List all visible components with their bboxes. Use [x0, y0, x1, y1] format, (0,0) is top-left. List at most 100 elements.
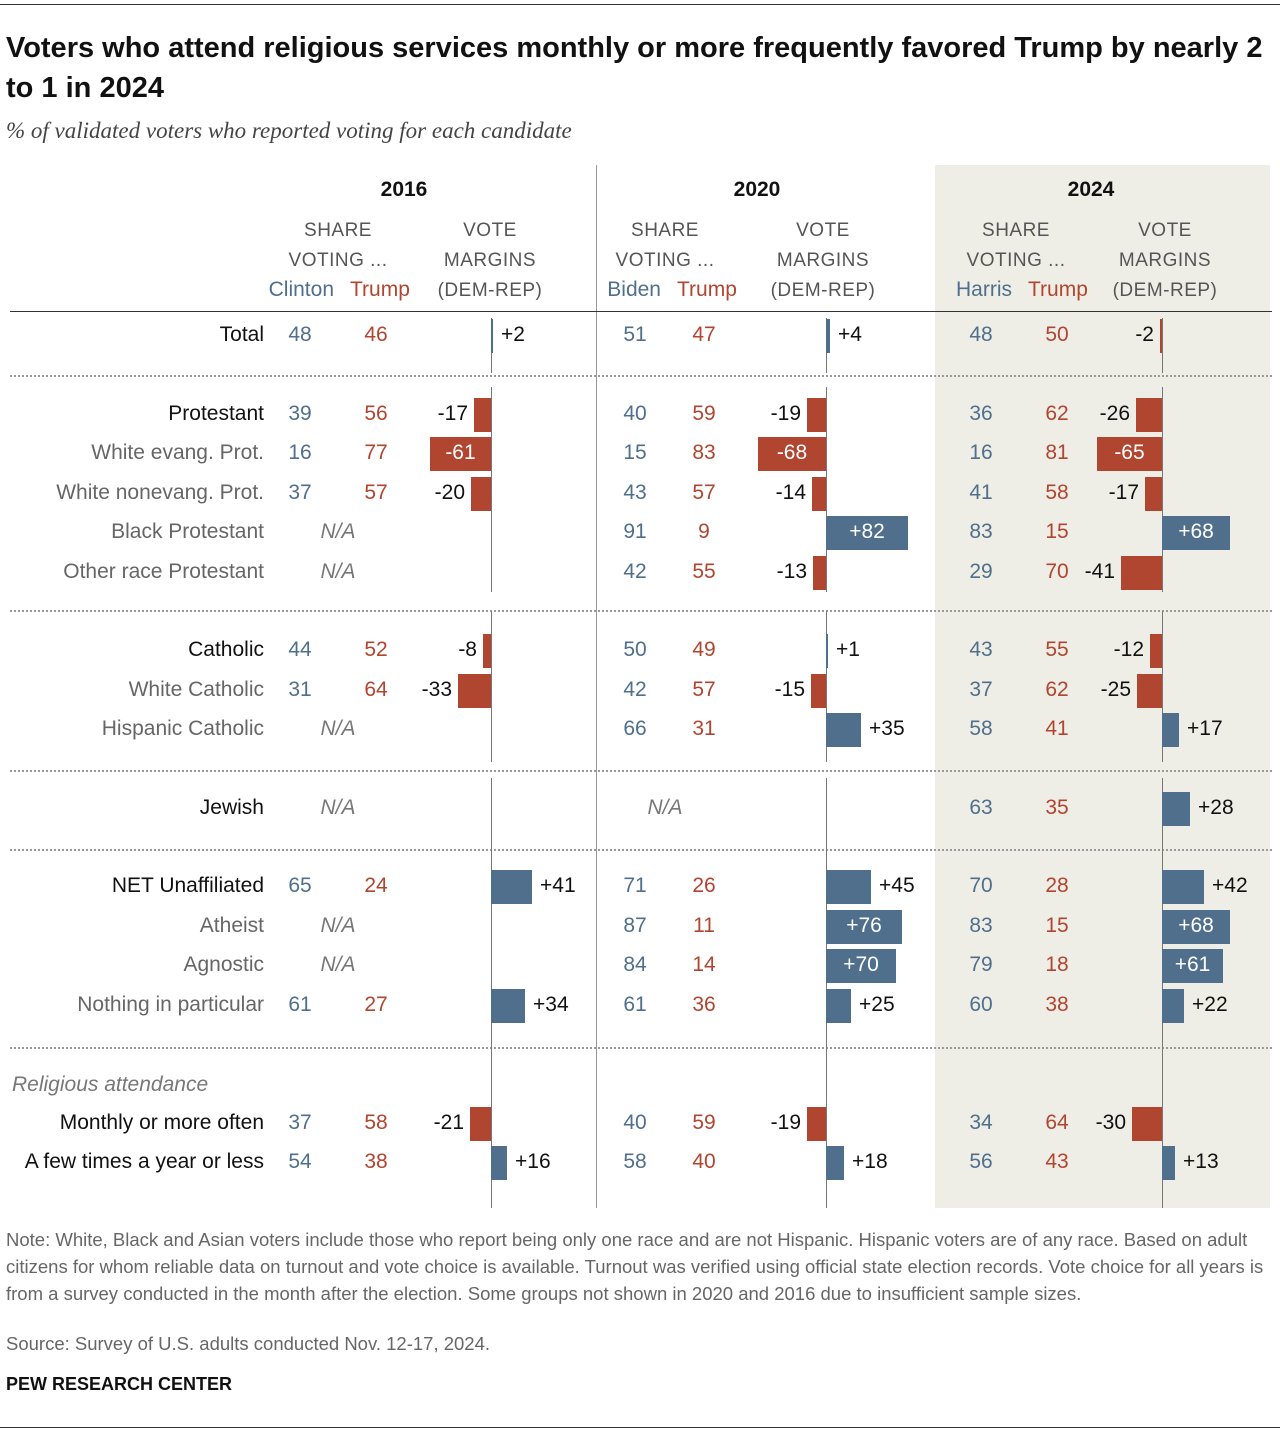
margin-bar: [826, 516, 908, 550]
bottom-rule: [0, 1427, 1280, 1428]
year-header: 2016: [380, 178, 428, 201]
rep-share: 9: [698, 520, 710, 543]
rep-share: 55: [1045, 638, 1069, 661]
zero-axis: [826, 387, 827, 592]
margin-label: +35: [869, 717, 905, 740]
dem-share: 42: [623, 560, 647, 583]
rep-share: 26: [692, 874, 716, 897]
margin-label: +28: [1198, 796, 1234, 819]
dem-share: 66: [623, 717, 647, 740]
row-label: White Catholic: [128, 678, 264, 701]
dem-share: 71: [623, 874, 647, 897]
margin-header: VOTE: [1138, 220, 1192, 241]
row-label: Agnostic: [183, 953, 264, 976]
margin-label: -25: [1100, 678, 1131, 701]
dem-share: 44: [288, 638, 312, 661]
margin-header: VOTE: [796, 220, 850, 241]
rep-share: 62: [1045, 402, 1069, 425]
dem-share: 16: [288, 441, 312, 464]
rep-share: 24: [364, 874, 388, 897]
rep-share: 64: [1045, 1111, 1069, 1134]
margin-label: -19: [770, 402, 801, 425]
margin-bar: [1137, 674, 1162, 708]
section-label: Religious attendance: [12, 1073, 209, 1096]
margin-label: -15: [774, 678, 805, 701]
dotted-divider: [10, 849, 1272, 851]
margin-label: -21: [433, 1111, 464, 1134]
rep-candidate: Trump: [677, 278, 737, 301]
share-header: VOTING ...: [288, 250, 388, 271]
margin-header: (DEM-REP): [1112, 280, 1218, 301]
margin-bar: [491, 989, 525, 1023]
margin-label: -41: [1084, 560, 1115, 583]
rep-share: 56: [364, 402, 388, 425]
rep-share: 46: [364, 323, 388, 346]
dem-share: 50: [623, 638, 647, 661]
margin-bar: [1162, 910, 1230, 944]
dem-share: 61: [288, 993, 312, 1016]
rep-share: 70: [1045, 560, 1069, 583]
rep-share: 15: [1045, 914, 1069, 937]
row-label: Jewish: [199, 796, 264, 819]
margin-bar: [758, 437, 826, 471]
dotted-divider: [10, 375, 1272, 377]
margin-label: +1: [836, 638, 860, 661]
na-label: N/A: [320, 953, 356, 976]
dem-share: 48: [969, 323, 993, 346]
row-label: Other race Protestant: [63, 560, 264, 583]
margin-label: +41: [540, 874, 576, 897]
zero-axis: [491, 611, 492, 762]
row-label: Monthly or more often: [59, 1111, 264, 1134]
dotted-divider: [10, 610, 1272, 612]
dem-share: 31: [288, 678, 312, 701]
row-label: Protestant: [168, 402, 264, 425]
margin-bar: [471, 477, 491, 511]
margin-label: +18: [852, 1150, 888, 1173]
dem-share: 40: [623, 1111, 647, 1134]
dem-candidate: Biden: [607, 278, 661, 301]
margin-label: -19: [770, 1111, 801, 1134]
margin-label: +25: [859, 993, 895, 1016]
zero-axis: [1162, 611, 1163, 762]
margin-bar: [826, 910, 902, 944]
margin-bar: [430, 437, 491, 471]
margin-bar: [826, 634, 828, 668]
dem-share: 70: [969, 874, 993, 897]
highlight-2024: [935, 165, 1270, 1208]
margin-bar: [491, 870, 532, 904]
margin-label: +4: [838, 323, 862, 346]
margin-label: -17: [1108, 481, 1139, 504]
dem-share: 15: [623, 441, 647, 464]
dem-share: 79: [969, 953, 993, 976]
margin-label: +13: [1183, 1150, 1219, 1173]
rep-share: 43: [1045, 1150, 1069, 1173]
margin-bar: [1162, 949, 1223, 983]
margin-label: +61: [1174, 953, 1211, 976]
dem-share: 48: [288, 323, 312, 346]
dem-share: 87: [623, 914, 647, 937]
rep-share: 77: [364, 441, 388, 464]
column-divider: [596, 165, 597, 1208]
row-label: Hispanic Catholic: [101, 717, 264, 740]
source: Source: Survey of U.S. adults conducted …: [6, 1333, 491, 1354]
dem-share: 43: [969, 638, 993, 661]
margin-label: -26: [1099, 402, 1130, 425]
top-rule: [0, 4, 1280, 5]
margin-label: +70: [843, 953, 879, 976]
rep-share: 81: [1045, 441, 1069, 464]
rep-share: 11: [693, 914, 715, 937]
rep-candidate: Trump: [350, 278, 410, 301]
dem-share: 58: [969, 717, 993, 740]
dem-share: 63: [969, 796, 993, 819]
dem-share: 40: [623, 402, 647, 425]
year-header: 2020: [733, 178, 781, 201]
margin-label: +2: [501, 323, 525, 346]
dem-share: 42: [623, 678, 647, 701]
margin-bar: [826, 989, 851, 1023]
margin-label: +22: [1192, 993, 1228, 1016]
margin-header: MARGINS: [1118, 250, 1212, 271]
margin-bar: [826, 870, 871, 904]
margin-bar: [826, 319, 830, 353]
header-rule: [10, 311, 1272, 312]
margin-bar: [470, 1107, 491, 1141]
